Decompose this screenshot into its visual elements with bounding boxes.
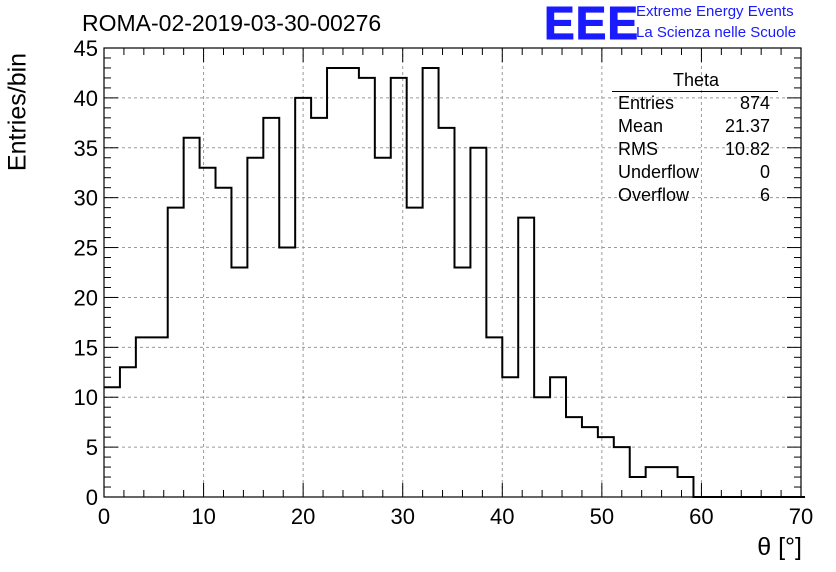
y-tick-label: 15	[74, 335, 98, 360]
stats-value: 874	[739, 93, 770, 113]
y-tick-label: 10	[74, 385, 98, 410]
stats-label: Entries	[618, 93, 675, 113]
stats-label: Mean	[618, 116, 664, 136]
histogram-bin	[200, 168, 216, 497]
stats-value: 0	[759, 162, 770, 182]
stats-row-mean: Mean 21.37	[612, 115, 778, 138]
histogram-bin	[423, 68, 439, 497]
histogram-bin	[295, 98, 311, 497]
stats-row-underflow: Underflow 0	[612, 161, 778, 184]
histogram-bin	[216, 188, 232, 497]
x-tick-label: 0	[98, 504, 110, 529]
histogram-bin	[263, 118, 279, 497]
histogram-bin	[486, 337, 502, 497]
histogram-bin	[343, 68, 359, 497]
histogram-bin	[534, 397, 550, 497]
stats-row-overflow: Overflow 6	[612, 184, 778, 207]
histogram-bin	[470, 148, 486, 497]
histogram-bin	[582, 427, 598, 497]
eee-logo: EEE	[543, 0, 640, 49]
y-axis-label: Entries/bin	[3, 52, 32, 172]
x-tick-label: 20	[291, 504, 315, 529]
y-tick-label: 5	[86, 435, 98, 460]
x-tick-label: 40	[490, 504, 514, 529]
x-tick-label: 10	[191, 504, 215, 529]
y-tick-label: 25	[74, 236, 98, 261]
histogram-bin	[311, 118, 327, 497]
histogram-bin	[550, 377, 566, 497]
histogram-bin	[598, 437, 614, 497]
histogram-bin	[614, 447, 630, 497]
histogram-bin	[439, 128, 455, 497]
y-tick-label: 45	[74, 36, 98, 61]
histogram-bin	[630, 477, 646, 497]
y-tick-label: 30	[74, 186, 98, 211]
histogram-bin	[662, 467, 678, 497]
stats-title: Theta	[612, 69, 778, 92]
plot-frame	[103, 47, 802, 498]
logo-line-2: La Scienza nelle Scuole	[636, 24, 797, 41]
histogram-bin	[168, 208, 184, 497]
histogram-bin	[104, 387, 120, 497]
stats-label: Underflow	[618, 162, 700, 182]
histogram-bin	[678, 477, 694, 497]
histogram-bin	[407, 208, 423, 497]
histogram-bin	[136, 337, 152, 497]
x-tick-label: 70	[789, 504, 813, 529]
histogram-bin	[646, 467, 662, 497]
histogram-bin	[279, 248, 295, 497]
stats-value: 6	[759, 185, 770, 205]
histogram-bin	[454, 268, 470, 497]
run-title: ROMA-02-2019-03-30-00276	[82, 10, 382, 36]
histogram-bin	[327, 68, 343, 497]
histogram-bin	[359, 78, 375, 497]
stats-value: 21.37	[724, 116, 770, 136]
x-axis-label: θ [°]	[757, 533, 802, 561]
stats-row-rms: RMS 10.82	[612, 138, 778, 161]
histogram-bin	[375, 158, 391, 497]
stats-row-entries: Entries 874	[612, 92, 778, 115]
y-tick-label: 0	[86, 485, 98, 510]
stats-label: RMS	[618, 139, 658, 159]
histogram-bin	[502, 377, 518, 497]
y-tick-label: 40	[74, 86, 98, 111]
histogram-bin	[184, 138, 200, 497]
logo-line-1: Extreme Energy Events	[636, 3, 794, 20]
histogram-outline	[104, 66, 805, 498]
histogram-bin	[152, 337, 168, 497]
stats-label: Overflow	[618, 185, 690, 205]
histogram-bin	[566, 417, 582, 497]
x-tick-label: 50	[590, 504, 614, 529]
histogram-bin	[231, 268, 247, 497]
histogram-bin	[120, 367, 136, 497]
y-tick-label: 20	[74, 285, 98, 310]
stats-box: Theta Entries 874 Mean 21.37 RMS 10.82 U…	[612, 69, 778, 207]
histogram-bin	[518, 218, 534, 497]
histogram-bin	[391, 78, 407, 497]
x-tick-label: 60	[689, 504, 713, 529]
stats-value: 10.82	[724, 139, 770, 159]
x-tick-label: 30	[390, 504, 414, 529]
histogram-bin	[247, 158, 263, 497]
y-tick-label: 35	[74, 136, 98, 161]
